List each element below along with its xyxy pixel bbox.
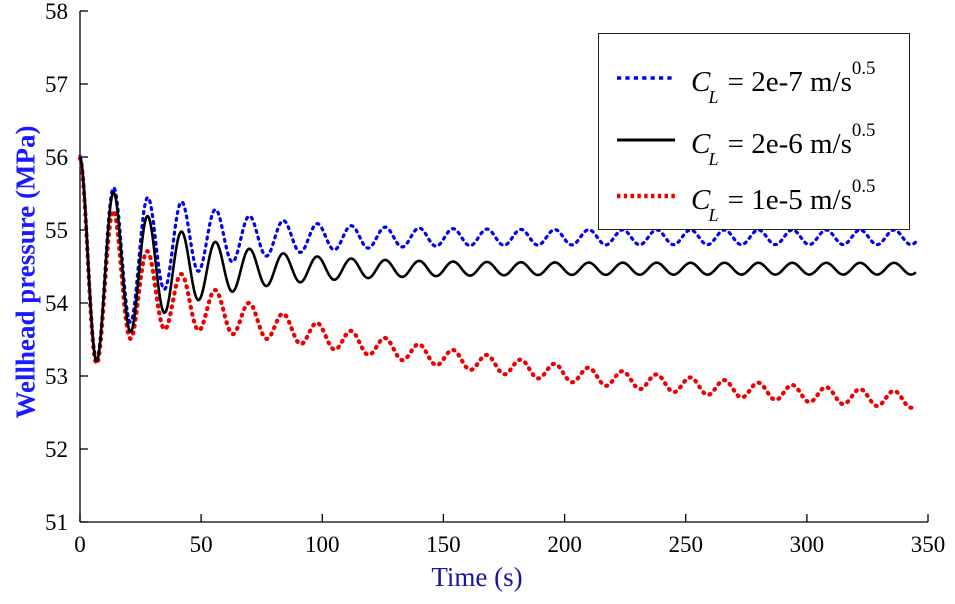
svg-text:53: 53 [45, 364, 68, 389]
svg-text:200: 200 [547, 532, 582, 557]
svg-text:350: 350 [911, 532, 946, 557]
svg-text:58: 58 [45, 0, 68, 24]
svg-text:52: 52 [45, 437, 68, 462]
svg-text:300: 300 [790, 532, 825, 557]
svg-text:0: 0 [74, 532, 86, 557]
svg-text:100: 100 [305, 532, 340, 557]
svg-text:54: 54 [45, 291, 69, 316]
svg-text:50: 50 [190, 532, 213, 557]
svg-text:250: 250 [668, 532, 703, 557]
svg-text:150: 150 [426, 532, 461, 557]
svg-text:56: 56 [45, 145, 68, 170]
svg-text:57: 57 [45, 72, 68, 97]
svg-text:55: 55 [45, 218, 68, 243]
svg-text:51: 51 [45, 510, 68, 535]
